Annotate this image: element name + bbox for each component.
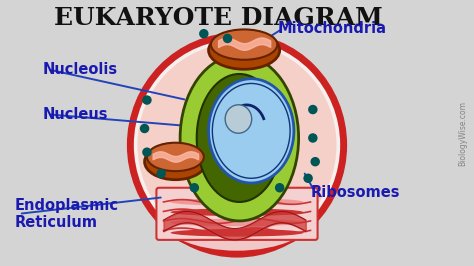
Ellipse shape bbox=[225, 105, 252, 133]
Text: Endoplasmic
Reticulum: Endoplasmic Reticulum bbox=[14, 198, 118, 230]
Ellipse shape bbox=[209, 31, 280, 69]
Ellipse shape bbox=[147, 143, 204, 171]
Text: EUKARYOTE DIAGRAM: EUKARYOTE DIAGRAM bbox=[54, 6, 383, 30]
Ellipse shape bbox=[171, 209, 303, 216]
Ellipse shape bbox=[171, 219, 303, 226]
Circle shape bbox=[223, 34, 232, 43]
Ellipse shape bbox=[197, 74, 282, 202]
Circle shape bbox=[275, 183, 284, 193]
Circle shape bbox=[310, 157, 320, 167]
Ellipse shape bbox=[180, 55, 299, 221]
Circle shape bbox=[308, 133, 318, 143]
Ellipse shape bbox=[171, 229, 303, 236]
Circle shape bbox=[142, 147, 152, 157]
Ellipse shape bbox=[145, 144, 206, 180]
Ellipse shape bbox=[171, 198, 303, 206]
Circle shape bbox=[199, 29, 209, 39]
Circle shape bbox=[308, 105, 318, 114]
Text: BiologyWise.com: BiologyWise.com bbox=[458, 101, 467, 166]
Ellipse shape bbox=[209, 79, 294, 183]
Circle shape bbox=[142, 95, 152, 105]
Ellipse shape bbox=[211, 30, 277, 60]
FancyBboxPatch shape bbox=[156, 188, 318, 240]
Text: Ribosomes: Ribosomes bbox=[310, 185, 400, 200]
Circle shape bbox=[156, 169, 166, 178]
Ellipse shape bbox=[130, 36, 344, 254]
Text: Nucleus: Nucleus bbox=[43, 107, 108, 122]
Circle shape bbox=[190, 183, 199, 193]
Circle shape bbox=[303, 173, 313, 183]
Text: Nucleolis: Nucleolis bbox=[43, 62, 118, 77]
Circle shape bbox=[140, 124, 149, 133]
Text: Mitochondria: Mitochondria bbox=[277, 22, 386, 36]
Ellipse shape bbox=[159, 181, 315, 252]
Ellipse shape bbox=[137, 43, 337, 247]
